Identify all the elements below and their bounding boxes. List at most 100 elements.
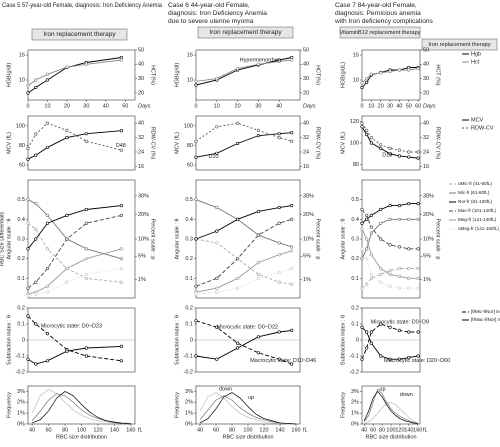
y-tick-label: 0%	[351, 421, 359, 427]
data-point	[26, 357, 30, 361]
data-point	[277, 253, 281, 257]
y-tick-label: 0	[22, 337, 25, 343]
data-point	[84, 272, 88, 277]
y-tick-label: 0.4	[17, 217, 25, 223]
data-point	[365, 128, 369, 132]
y2-tick-label: 30	[423, 76, 429, 82]
y-tick-label: 15	[187, 52, 193, 58]
y2-tick-label: 50	[303, 47, 309, 53]
data-point	[388, 152, 392, 156]
y-axis-label: Angular scale : θ	[174, 219, 180, 260]
data-point	[119, 203, 123, 208]
data-point	[407, 247, 411, 251]
data-point	[236, 257, 240, 261]
y-axis-label: HGB(g/dl)	[174, 63, 180, 88]
annotation: Macrocytic state: D20~D60	[384, 358, 450, 364]
data-point	[26, 157, 30, 161]
data-point	[215, 125, 219, 129]
therapy-label: VitaminB12 replacement therapy	[339, 30, 420, 36]
data-point	[45, 290, 50, 294]
data-point	[236, 66, 240, 71]
y2-tick-label: 16	[138, 164, 144, 170]
y-tick-label: 60	[19, 163, 25, 169]
data-point	[397, 266, 402, 271]
data-point	[236, 141, 240, 146]
data-point	[416, 354, 420, 358]
legend-label: Mic-fr (61-80fL)	[458, 190, 490, 195]
y-axis-label: RBC Size Differentials	[0, 212, 5, 267]
y-axis-label: HGB(g/dl)	[6, 63, 12, 88]
data-point	[277, 270, 281, 275]
data-point	[365, 217, 369, 221]
x-tick-label: 140	[110, 427, 119, 433]
data-point	[360, 121, 364, 125]
data-point	[397, 154, 402, 158]
data-point	[397, 274, 402, 278]
therapy-label: Iron replacement therapy	[43, 31, 116, 38]
data-point	[236, 121, 240, 125]
x-tick-label: 10	[214, 103, 220, 109]
data-point	[388, 203, 392, 208]
series-line	[27, 268, 122, 297]
data-point	[84, 247, 88, 251]
data-point	[34, 322, 38, 326]
therapy-box	[339, 26, 421, 39]
y-tick-label: 2%	[17, 400, 25, 406]
y2-tick-label: 5%	[138, 254, 146, 260]
y2-tick-label: 30%	[138, 193, 149, 199]
y-tick-label: 10	[187, 77, 193, 83]
x-tick-label: 30	[255, 103, 261, 109]
data-point	[119, 58, 123, 62]
data-point	[397, 68, 402, 72]
x-tick-label: 40	[197, 427, 203, 433]
y-tick-label: 0.1	[17, 276, 25, 282]
series-line	[195, 57, 292, 86]
data-point	[215, 290, 219, 294]
y2-tick-label: 16	[423, 164, 429, 170]
data-point	[290, 217, 294, 221]
data-point	[45, 359, 50, 363]
x-tick-label: 140	[275, 427, 284, 433]
y2-axis-label: Percent scale : p	[315, 219, 321, 260]
y-tick-label: 0.2	[351, 305, 359, 311]
data-point	[194, 83, 198, 87]
y-tick-label: 0.3	[17, 236, 25, 242]
y-tick-label: 1%	[351, 411, 359, 417]
x-tick-label: 60	[415, 103, 421, 109]
legend-label: uMic-fr (41-60fL)	[458, 181, 492, 186]
y-tick-label: 0.2	[185, 305, 193, 311]
y-tick-label: 0.2	[17, 305, 25, 311]
y2-tick-label: 50	[138, 47, 144, 53]
data-point	[379, 354, 383, 358]
y-tick-label: 0.3	[185, 236, 193, 242]
series-line	[27, 57, 122, 94]
data-point	[277, 205, 281, 210]
data-point	[379, 237, 383, 241]
data-point	[256, 209, 261, 214]
case-title: with Iron deficiency complications	[334, 18, 434, 25]
y2-tick-label: 24	[303, 149, 309, 155]
data-point	[416, 150, 420, 154]
data-point	[416, 66, 420, 71]
x-tick-label: 10	[44, 103, 50, 109]
data-point	[360, 257, 364, 261]
x-tick-label: 0	[26, 103, 29, 109]
y-tick-label: 0.3	[351, 236, 359, 242]
data-point	[45, 284, 50, 288]
series-line	[27, 315, 122, 362]
y-tick-label: 0.2	[185, 256, 193, 262]
annotation: Microcytic state: D0~D22	[217, 325, 278, 331]
data-point	[256, 261, 261, 265]
data-point	[388, 284, 392, 288]
data-point	[369, 136, 373, 140]
case-title: diagnosis: Iron Deficiency Anemia	[168, 10, 267, 17]
data-point	[84, 346, 88, 350]
data-point	[65, 349, 69, 353]
y-tick-label: 0%	[185, 421, 193, 427]
x-tick-label: 160	[413, 427, 422, 433]
x-tick-label: 160	[291, 427, 300, 433]
x-tick-label: 100	[243, 427, 252, 433]
annotation: up	[379, 386, 385, 392]
data-point	[65, 128, 69, 132]
data-point	[365, 257, 369, 261]
